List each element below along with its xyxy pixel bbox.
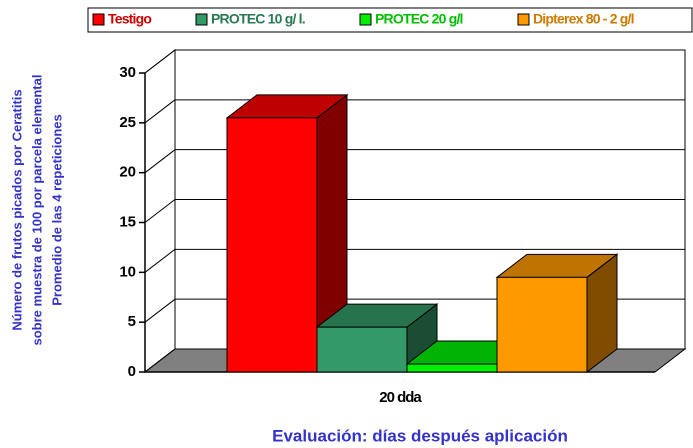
- legend-label: Testigo: [108, 11, 151, 27]
- y-axis-title-line: Número de frutos picados por Ceratitis: [9, 89, 24, 330]
- bar: [496, 276, 588, 373]
- grid-line-side: [144, 348, 176, 373]
- bar: [406, 363, 498, 373]
- legend-swatch: [359, 13, 372, 26]
- legend-box: [87, 7, 693, 33]
- y-tick-label: 5: [128, 313, 136, 330]
- grid-line-side: [144, 298, 176, 323]
- y-tick-label: 0: [128, 363, 136, 380]
- y-axis-title-line: sobre muestra de 100 por parcela element…: [29, 75, 44, 346]
- legend-label: PROTEC 10 g/ l.: [211, 11, 305, 27]
- y-axis-title-line: Promedio de las 4 repeticiones: [49, 114, 64, 305]
- y-tick-label: 25: [119, 114, 136, 131]
- y-tick-label: 30: [119, 64, 136, 81]
- legend-label: Dipterex 80 - 2 g/l: [533, 11, 634, 27]
- legend-swatch: [195, 13, 208, 26]
- grid-line-side: [144, 248, 176, 273]
- legend-label: PROTEC 20 g/l: [375, 11, 463, 27]
- y-tick-label: 20: [119, 164, 136, 181]
- y-tick-label: 10: [119, 263, 136, 280]
- grid-line-side: [144, 49, 176, 74]
- x-tick-label: 20 dda: [379, 389, 422, 406]
- y-axis-title: Número de frutos picados por Ceratitis s…: [9, 75, 64, 346]
- y-tick-label: 15: [119, 213, 136, 230]
- grid-line-side: [144, 149, 176, 174]
- grid-line-side: [144, 199, 176, 223]
- legend-swatch: [517, 13, 530, 26]
- grid-line-side: [144, 99, 176, 124]
- bar: [316, 326, 408, 373]
- x-axis-title: Evaluación: días después aplicación: [272, 426, 568, 445]
- legend-swatch: [92, 13, 105, 26]
- bar: [226, 117, 318, 373]
